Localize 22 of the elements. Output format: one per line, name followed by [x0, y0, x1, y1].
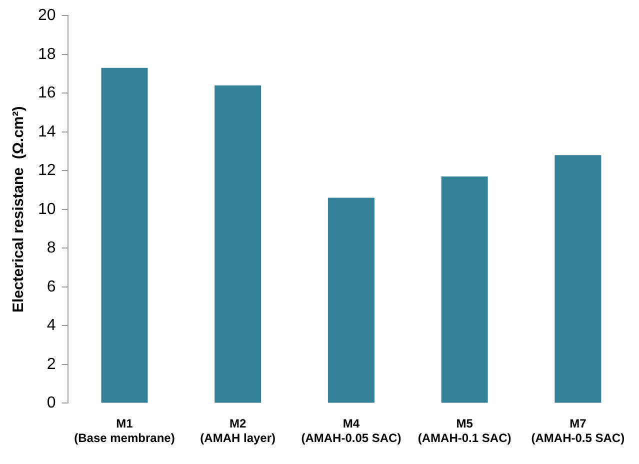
- bar: [554, 155, 602, 403]
- y-tick-label: 14: [38, 123, 56, 140]
- y-tick-label: 0: [46, 394, 56, 412]
- y-tick-label: 20: [38, 7, 56, 24]
- bar: [214, 85, 262, 403]
- y-tick-label: 8: [46, 240, 56, 257]
- y-tick-label: 10: [38, 200, 56, 218]
- x-tick-label: M1 (Base membrane): [74, 416, 175, 446]
- y-tick-label: 16: [38, 84, 56, 102]
- bar: [101, 68, 148, 403]
- y-tick-label: 12: [38, 162, 56, 180]
- x-tick-label: M5 (AMAH-0.1 SAC): [418, 416, 512, 446]
- x-tick-label: M7 (AMAH-0.5 SAC): [531, 416, 625, 446]
- y-axis-title: Electerical resistane (Ω.cm²): [10, 106, 28, 313]
- x-tick-label: M4 (AMAH-0.05 SAC): [301, 416, 402, 446]
- bar: [328, 198, 374, 403]
- y-tick-label: 4: [46, 317, 56, 334]
- y-tick-label: 18: [38, 46, 56, 63]
- y-tick-label: 2: [46, 356, 56, 373]
- x-tick-label: M2 (AMAH layer): [200, 416, 276, 446]
- bar: [441, 176, 488, 403]
- y-tick-label: 6: [46, 278, 56, 296]
